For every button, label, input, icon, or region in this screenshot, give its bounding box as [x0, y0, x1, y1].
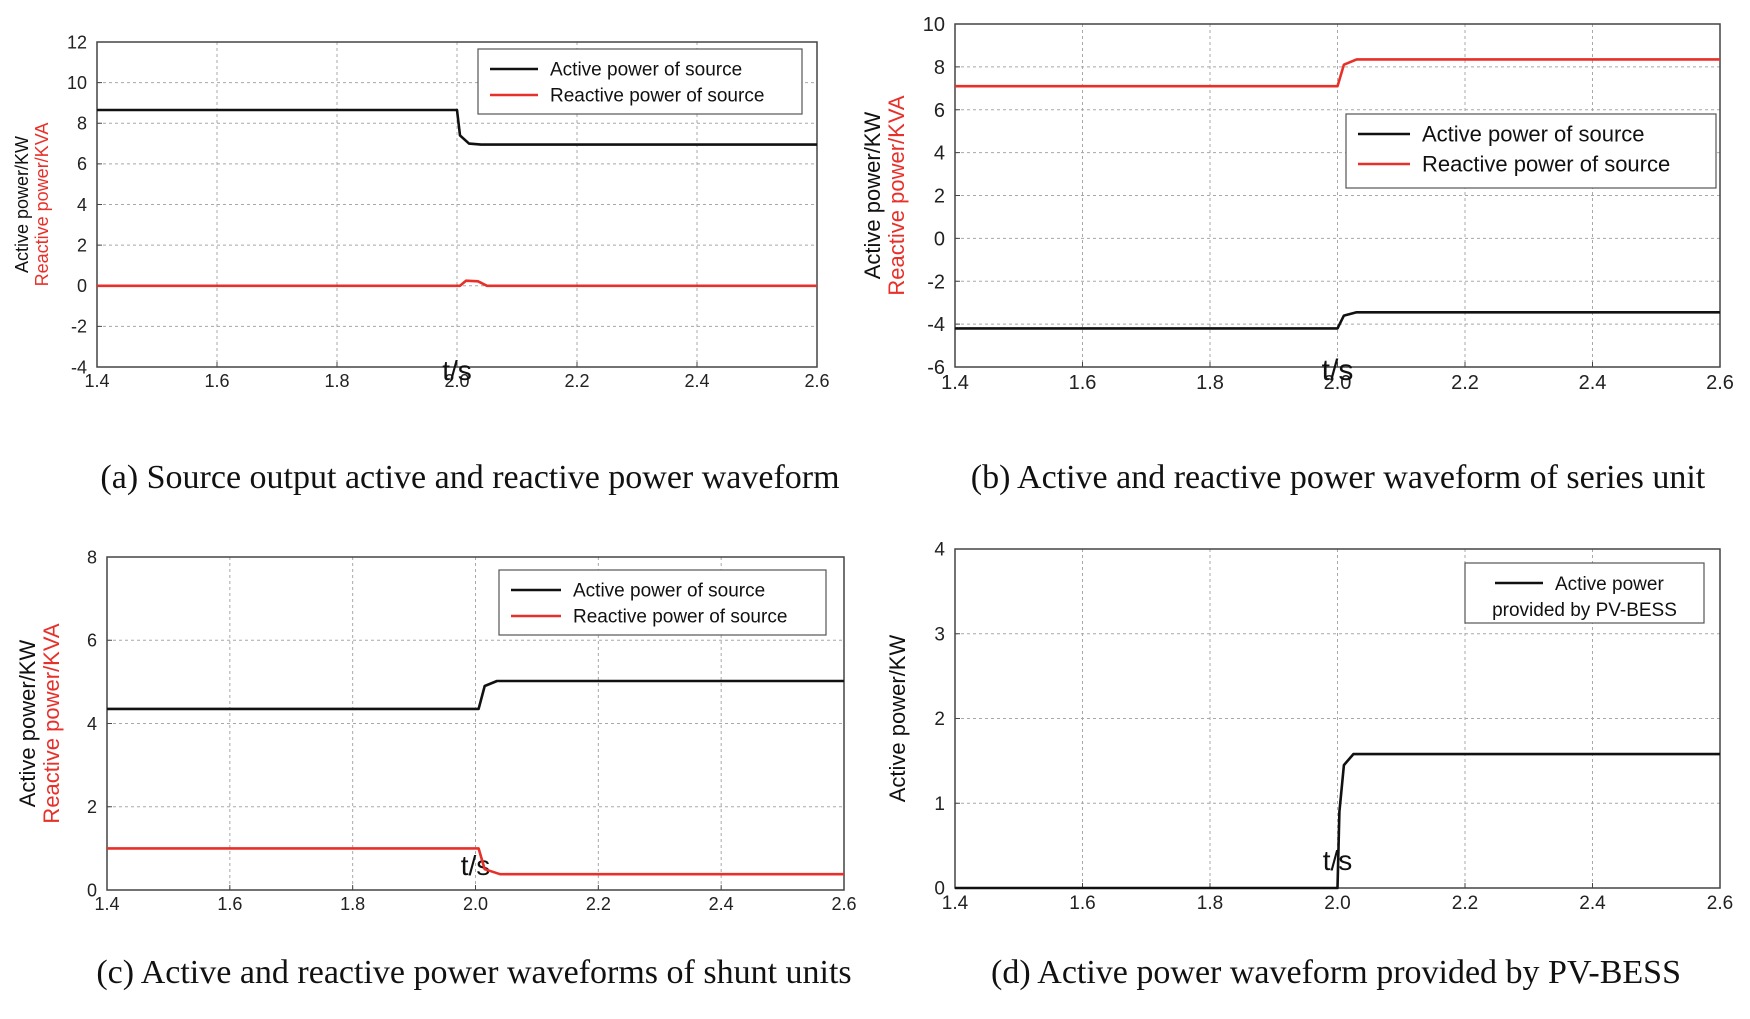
- series-line-active: [97, 108, 817, 146]
- legend-label: Reactive power of source: [1422, 152, 1670, 177]
- x-axis-label: t/s: [1322, 354, 1354, 387]
- legend-label: Active power: [1555, 574, 1664, 595]
- x-tick-label: 1.8: [1197, 893, 1223, 914]
- y-tick-label: 6: [87, 631, 97, 651]
- series-line-reactive: [97, 279, 817, 288]
- legend-label: Reactive power of source: [573, 607, 787, 628]
- x-tick-label: 1.4: [941, 372, 969, 394]
- x-tick-label: 2.4: [684, 371, 709, 391]
- legend-label: Active power of source: [573, 581, 765, 602]
- y-tick-label: 2: [77, 235, 87, 255]
- legend-box: [1464, 562, 1705, 624]
- caption-d: (d) Active power waveform provided by PV…: [991, 954, 1681, 991]
- x-tick-label: 2.0: [1324, 893, 1350, 914]
- x-tick-label: 2.0: [1324, 372, 1352, 394]
- caption-a: (a) Source output active and reactive po…: [100, 459, 839, 496]
- y-tick-label: 2: [87, 797, 97, 817]
- y-tick-label: -2: [71, 317, 87, 337]
- legend-label: Active power of source: [550, 60, 742, 81]
- y-axis-label-active: Active power/KW: [12, 136, 32, 273]
- y-tick-label: 6: [934, 100, 945, 122]
- x-tick-label: 1.6: [1069, 372, 1097, 394]
- y-tick-label: 0: [934, 228, 945, 250]
- x-tick-label: 2.0: [444, 371, 469, 391]
- y-tick-label: -6: [927, 357, 945, 379]
- y-tick-label: -4: [71, 357, 87, 377]
- x-axis-label: t/s: [461, 850, 491, 881]
- x-tick-label: 2.4: [1579, 372, 1607, 394]
- y-tick-label: 4: [934, 540, 945, 561]
- x-tick-label: 2.6: [804, 371, 829, 391]
- x-tick-label: 2.6: [1707, 893, 1733, 914]
- y-tick-label: -4: [927, 314, 945, 336]
- x-tick-label: 2.4: [709, 894, 734, 914]
- legend-label: Reactive power of source: [550, 86, 764, 107]
- y-tick-label: 10: [67, 73, 87, 93]
- legend-label: Active power of source: [1422, 122, 1645, 147]
- x-tick-label: 1.4: [94, 894, 119, 914]
- y-axis-label-reactive: Reactive power/KVA: [884, 95, 909, 295]
- y-tick-label: 0: [77, 276, 87, 296]
- x-tick-label: 2.2: [564, 371, 589, 391]
- series-line-reactive: [107, 847, 844, 876]
- caption-b: (b) Active and reactive power waveform o…: [971, 459, 1706, 496]
- x-tick-label: 2.6: [831, 894, 856, 914]
- y-tick-label: 3: [934, 624, 945, 645]
- y-tick-label: 4: [934, 143, 945, 165]
- series-line-pv-bess: [955, 752, 1720, 890]
- y-tick-label: 8: [87, 547, 97, 567]
- legend-box: [477, 48, 803, 115]
- y-axis-label-reactive: Reactive power/KVA: [39, 623, 64, 823]
- y-tick-label: 8: [77, 114, 87, 134]
- x-tick-label: 1.8: [1196, 372, 1224, 394]
- x-tick-label: 1.6: [217, 894, 242, 914]
- x-tick-label: 1.6: [1069, 893, 1095, 914]
- series-line-reactive: [955, 58, 1720, 88]
- y-tick-label: 4: [77, 195, 87, 215]
- y-tick-label: 8: [934, 57, 945, 79]
- legend-label: provided by PV-BESS: [1492, 600, 1677, 621]
- x-tick-label: 2.2: [1451, 372, 1479, 394]
- y-tick-label: 2: [934, 709, 945, 730]
- series-line-active: [107, 679, 844, 711]
- x-tick-label: 1.8: [324, 371, 349, 391]
- y-tick-label: 2: [934, 186, 945, 208]
- y-tick-label: 0: [934, 879, 945, 900]
- legend-box: [498, 569, 827, 636]
- series-line-active: [955, 310, 1720, 330]
- y-axis-label-reactive: Reactive power/KVA: [32, 123, 52, 287]
- chart-panel-c: 1.4 1.6 1.8 2.0 2.2 2.4 2.6 0 2 4 6 8 t/s Active powe…: [15, 547, 857, 914]
- chart-panel-a: 1.4 1.6 1.8 2.0 2.2 2.4 2.6 -4 -2 0 2 4 6 8 10 12 t/s Act…: [12, 32, 830, 391]
- caption-c: (c) Active and reactive power waveforms …: [96, 954, 851, 991]
- x-tick-label: 1.4: [942, 893, 969, 914]
- y-tick-label: 6: [77, 154, 87, 174]
- x-tick-label: 2.2: [1452, 893, 1478, 914]
- y-tick-label: 1: [934, 794, 945, 815]
- x-tick-label: 2.6: [1706, 372, 1734, 394]
- chart-panel-b: 1.4 1.6 1.8 2.0 2.2 2.4 2.6 -6 -4 -2 0 2 4 6 8 10 t/s Act…: [860, 14, 1734, 394]
- x-tick-label: 1.6: [204, 371, 229, 391]
- y-axis-label-active: Active power/KW: [15, 640, 40, 808]
- x-tick-label: 2.0: [463, 894, 488, 914]
- y-tick-label: 10: [923, 14, 945, 36]
- y-axis-label-active: Active power/KW: [885, 635, 910, 803]
- y-tick-label: -2: [927, 271, 945, 293]
- x-tick-label: 2.4: [1579, 893, 1606, 914]
- x-tick-label: 2.2: [586, 894, 611, 914]
- x-tick-label: 1.4: [84, 371, 109, 391]
- y-tick-label: 0: [87, 880, 97, 900]
- legend-box: [1345, 113, 1717, 189]
- x-axis-label: t/s: [442, 355, 472, 386]
- y-tick-label: 4: [87, 714, 97, 734]
- y-axis-label-active: Active power/KW: [860, 112, 885, 280]
- y-tick-label: 12: [67, 32, 87, 52]
- x-tick-label: 1.8: [340, 894, 365, 914]
